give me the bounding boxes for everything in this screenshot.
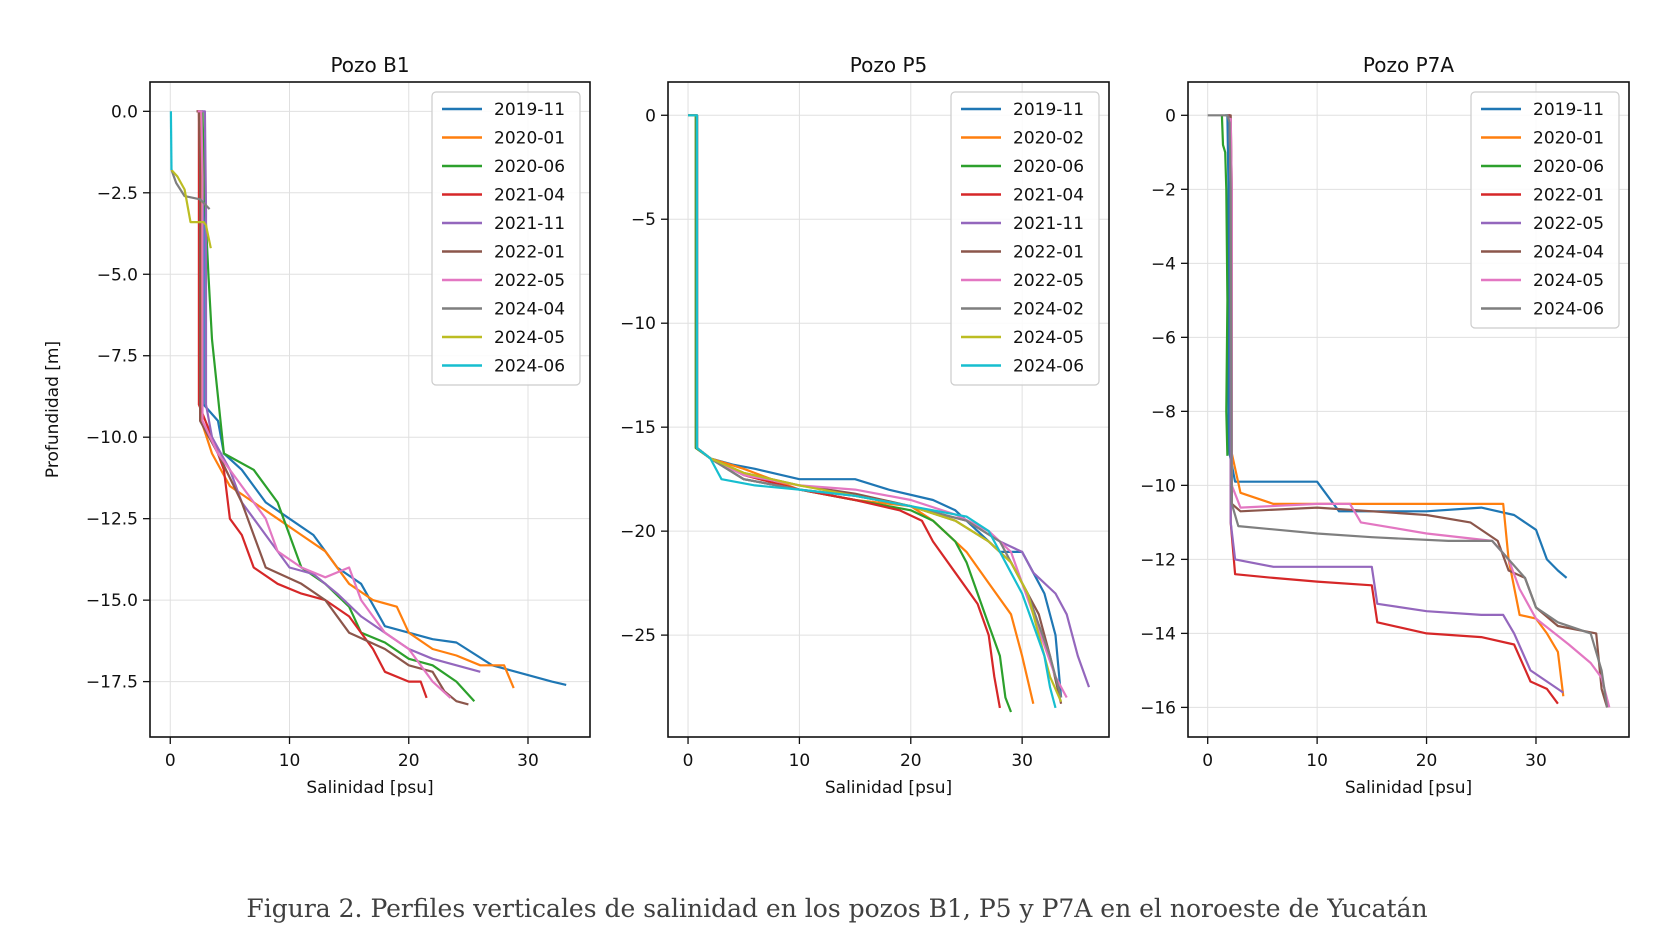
x-axis-label: Salinidad [psu] [306,778,433,798]
y-tick-label: −10.0 [86,428,138,448]
y-tick-label: −5.0 [97,265,138,285]
x-tick-label: 0 [683,751,694,771]
legend-label: 2022-05 [1533,214,1604,234]
x-tick-label: 20 [398,751,420,771]
x-tick-label: 10 [279,751,301,771]
x-tick-label: 10 [789,751,811,771]
legend-box [1470,91,1620,329]
y-tick-label: −7.5 [97,347,138,367]
chart-panel-2: 0 10 20 30 0 −5 −10 −15 −20 −25 Pozo P5 Salinidad [… [620,53,1110,798]
y-tick-label: −2 [1151,180,1176,200]
legend-label: 2020-06 [494,157,565,177]
y-tick-label: 0 [645,106,656,126]
series-line-2021-11 [201,110,481,673]
y-tick-label: −8 [1151,402,1176,422]
x-tick-label: 10 [1306,751,1328,771]
legend-label: 2021-11 [1013,214,1084,234]
chart-panel-3: 0 10 20 30 0 −2 −4 −6 −8 −10 −12 −14 −16 Pozo P7A Sali… [1140,53,1630,798]
axes-frame [667,81,1110,738]
legend-label: 2020-06 [1533,157,1604,177]
x-tick-label: 30 [1525,751,1547,771]
series-line-2024-04 [170,169,211,210]
legend-label: 2024-05 [1533,271,1604,291]
legend-label: 2022-01 [1533,186,1604,206]
legend-label: 2024-06 [1533,300,1604,320]
y-tick-label: −5 [631,210,656,230]
x-tick-label: 30 [517,751,539,771]
y-tick-label: −2.5 [97,184,138,204]
legend-label: 2024-04 [494,300,565,320]
x-tick-label: 30 [1011,751,1033,771]
legend-label: 2024-05 [1013,328,1084,348]
chart-title: Pozo B1 [330,53,409,77]
y-tick-label: −12 [1140,550,1176,570]
y-tick-label: 0 [1165,106,1176,126]
legend-label: 2020-01 [494,129,565,149]
legend-label: 2019-11 [1013,100,1084,120]
x-tick-label: 0 [1202,751,1213,771]
x-tick-label: 20 [1416,751,1438,771]
legend-label: 2021-04 [494,186,565,206]
legend-label: 2024-04 [1533,243,1604,263]
legend: 2019-11 2020-01 2020-06 2022-01 2022-05 2024-… [1470,91,1620,329]
y-tick-label: −25 [620,626,656,646]
series-line-2024-06 [688,114,1057,709]
x-axis-label: Salinidad [psu] [825,778,952,798]
axes-frame [149,81,591,738]
legend-label: 2022-01 [1013,243,1084,263]
y-tick-label: −4 [1151,254,1176,274]
chart-panel-1: 0 10 20 30 0.0 −2.5 −5.0 −7.5 −10.0 −12.5 −15.0 −17… [43,53,591,798]
legend-label: 2021-11 [494,214,565,234]
y-tick-label: −15.0 [86,591,138,611]
legend-label: 2019-11 [1533,100,1604,120]
chart-title: Pozo P7A [1363,53,1454,77]
legend-label: 2019-11 [494,100,565,120]
y-tick-label: −17.5 [86,673,138,693]
legend-label: 2022-05 [494,271,565,291]
series-line-2024-06 [1207,114,1609,708]
x-tick-label: 0 [165,751,176,771]
legend-label: 2020-01 [1533,129,1604,149]
y-tick-label: −14 [1140,624,1176,644]
y-tick-label: −10 [1140,476,1176,496]
legend: 2019-11 2020-02 2020-06 2021-04 2021-11 2022-… [950,91,1100,386]
x-tick-label: 20 [900,751,922,771]
figure: 0 10 20 30 0.0 −2.5 −5.0 −7.5 −10.0 −12.5 −15.0 −17… [43,53,1630,798]
series-line-2021-04 [196,110,428,699]
legend-label: 2020-02 [1013,129,1084,149]
series-line-2022-05 [197,110,452,699]
legend-label: 2024-05 [494,328,565,348]
y-axis-label: Profundidad [m] [43,341,63,478]
series-line-2020-06 [1220,115,1229,456]
axes-frame [1187,81,1630,738]
y-tick-label: 0.0 [111,102,138,122]
chart-title: Pozo P5 [850,53,927,77]
series-line-2024-06 [169,111,173,171]
legend-label: 2020-06 [1013,157,1084,177]
y-tick-label: −6 [1151,328,1176,348]
y-tick-label: −12.5 [86,510,138,530]
x-axis-label: Salinidad [psu] [1345,778,1472,798]
legend: 2019-11 2020-01 2020-06 2021-04 2021-11 2022-… [431,91,581,386]
y-tick-label: −16 [1140,698,1176,718]
figure-caption: Figura 2. Perfiles verticales de salinid… [246,894,1428,923]
legend-label: 2024-06 [1013,357,1084,377]
legend-label: 2022-01 [494,243,565,263]
y-tick-label: −10 [620,314,656,334]
y-tick-label: −20 [620,522,656,542]
legend-label: 2024-02 [1013,300,1084,320]
legend-label: 2024-06 [494,357,565,377]
legend-label: 2022-05 [1013,271,1084,291]
legend-label: 2021-04 [1013,186,1084,206]
series-line-2022-01 [196,110,469,706]
y-tick-label: −15 [620,418,656,438]
series-line-2024-05 [170,169,212,249]
